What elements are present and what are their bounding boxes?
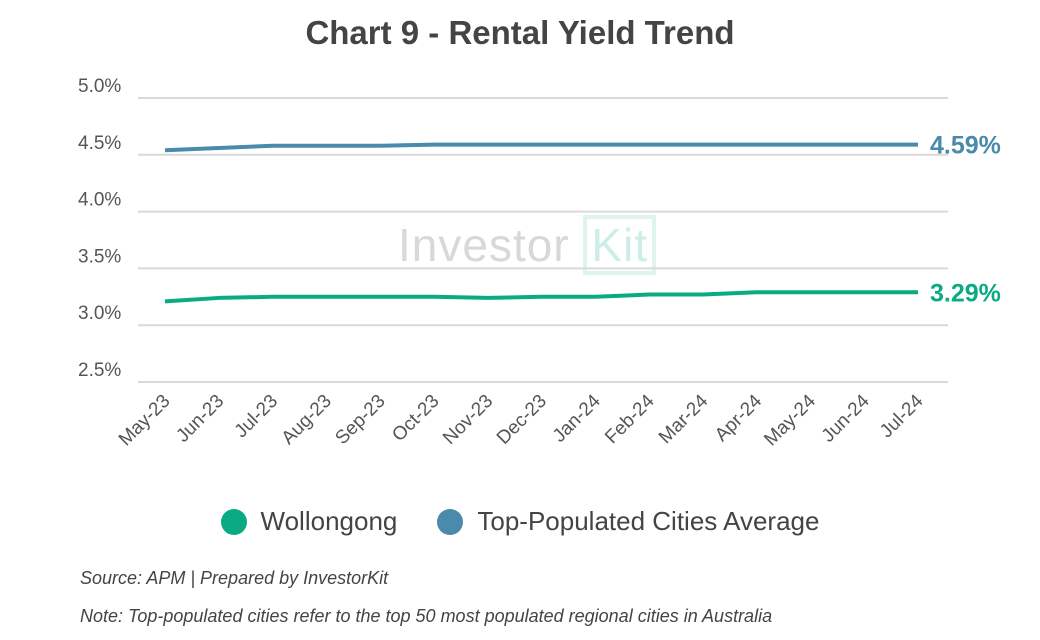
legend-label: Top-Populated Cities Average [477,506,820,536]
y-tick-label: 5.0% [78,76,121,97]
x-tick-label: Nov-23 [439,391,497,449]
legend-item-wollongong: Wollongong [220,506,398,537]
x-tick-label: Aug-23 [278,391,336,449]
x-tick-label: Mar-24 [655,390,713,448]
y-tick-label: 2.5% [78,360,121,381]
x-tick-label: Feb-24 [601,390,659,448]
x-tick-label: Apr-24 [711,390,766,445]
legend-item-average: Top-Populated Cities Average [437,506,819,537]
legend-marker [437,508,464,535]
y-tick-label: 4.0% [78,190,121,211]
end-value-label: 4.59% [930,132,1001,160]
x-tick-label: Jul-23 [231,391,282,442]
legend: Wollongong Top-Populated Cities Average [0,506,1040,537]
x-tick-label: Jun-24 [818,390,874,446]
source-note: Source: APM | Prepared by InvestorKit [80,568,389,588]
y-tick-label: 3.0% [78,303,121,324]
series-line-average [164,142,918,153]
watermark-logo: Investor Kit [398,215,657,275]
legend-label: Wollongong [260,506,398,536]
footnote: Note: Top-populated cities refer to the … [80,606,773,626]
x-tick-label: Sep-23 [331,391,389,449]
legend-marker [220,508,247,535]
y-tick-label: 4.5% [78,133,121,154]
end-value-label: 3.29% [930,279,1001,307]
x-tick-label: Jan-24 [549,390,605,446]
x-tick-label: May-23 [115,391,175,451]
y-tick-label: 3.5% [78,246,121,267]
x-tick-label: Dec-23 [493,391,551,449]
x-tick-label: Jun-23 [172,391,228,447]
x-tick-label: Jul-24 [876,390,928,442]
x-tick-label: May-24 [760,390,820,450]
chart-title: Chart 9 - Rental Yield Trend [305,14,735,51]
x-tick-label: Oct-23 [388,391,443,446]
